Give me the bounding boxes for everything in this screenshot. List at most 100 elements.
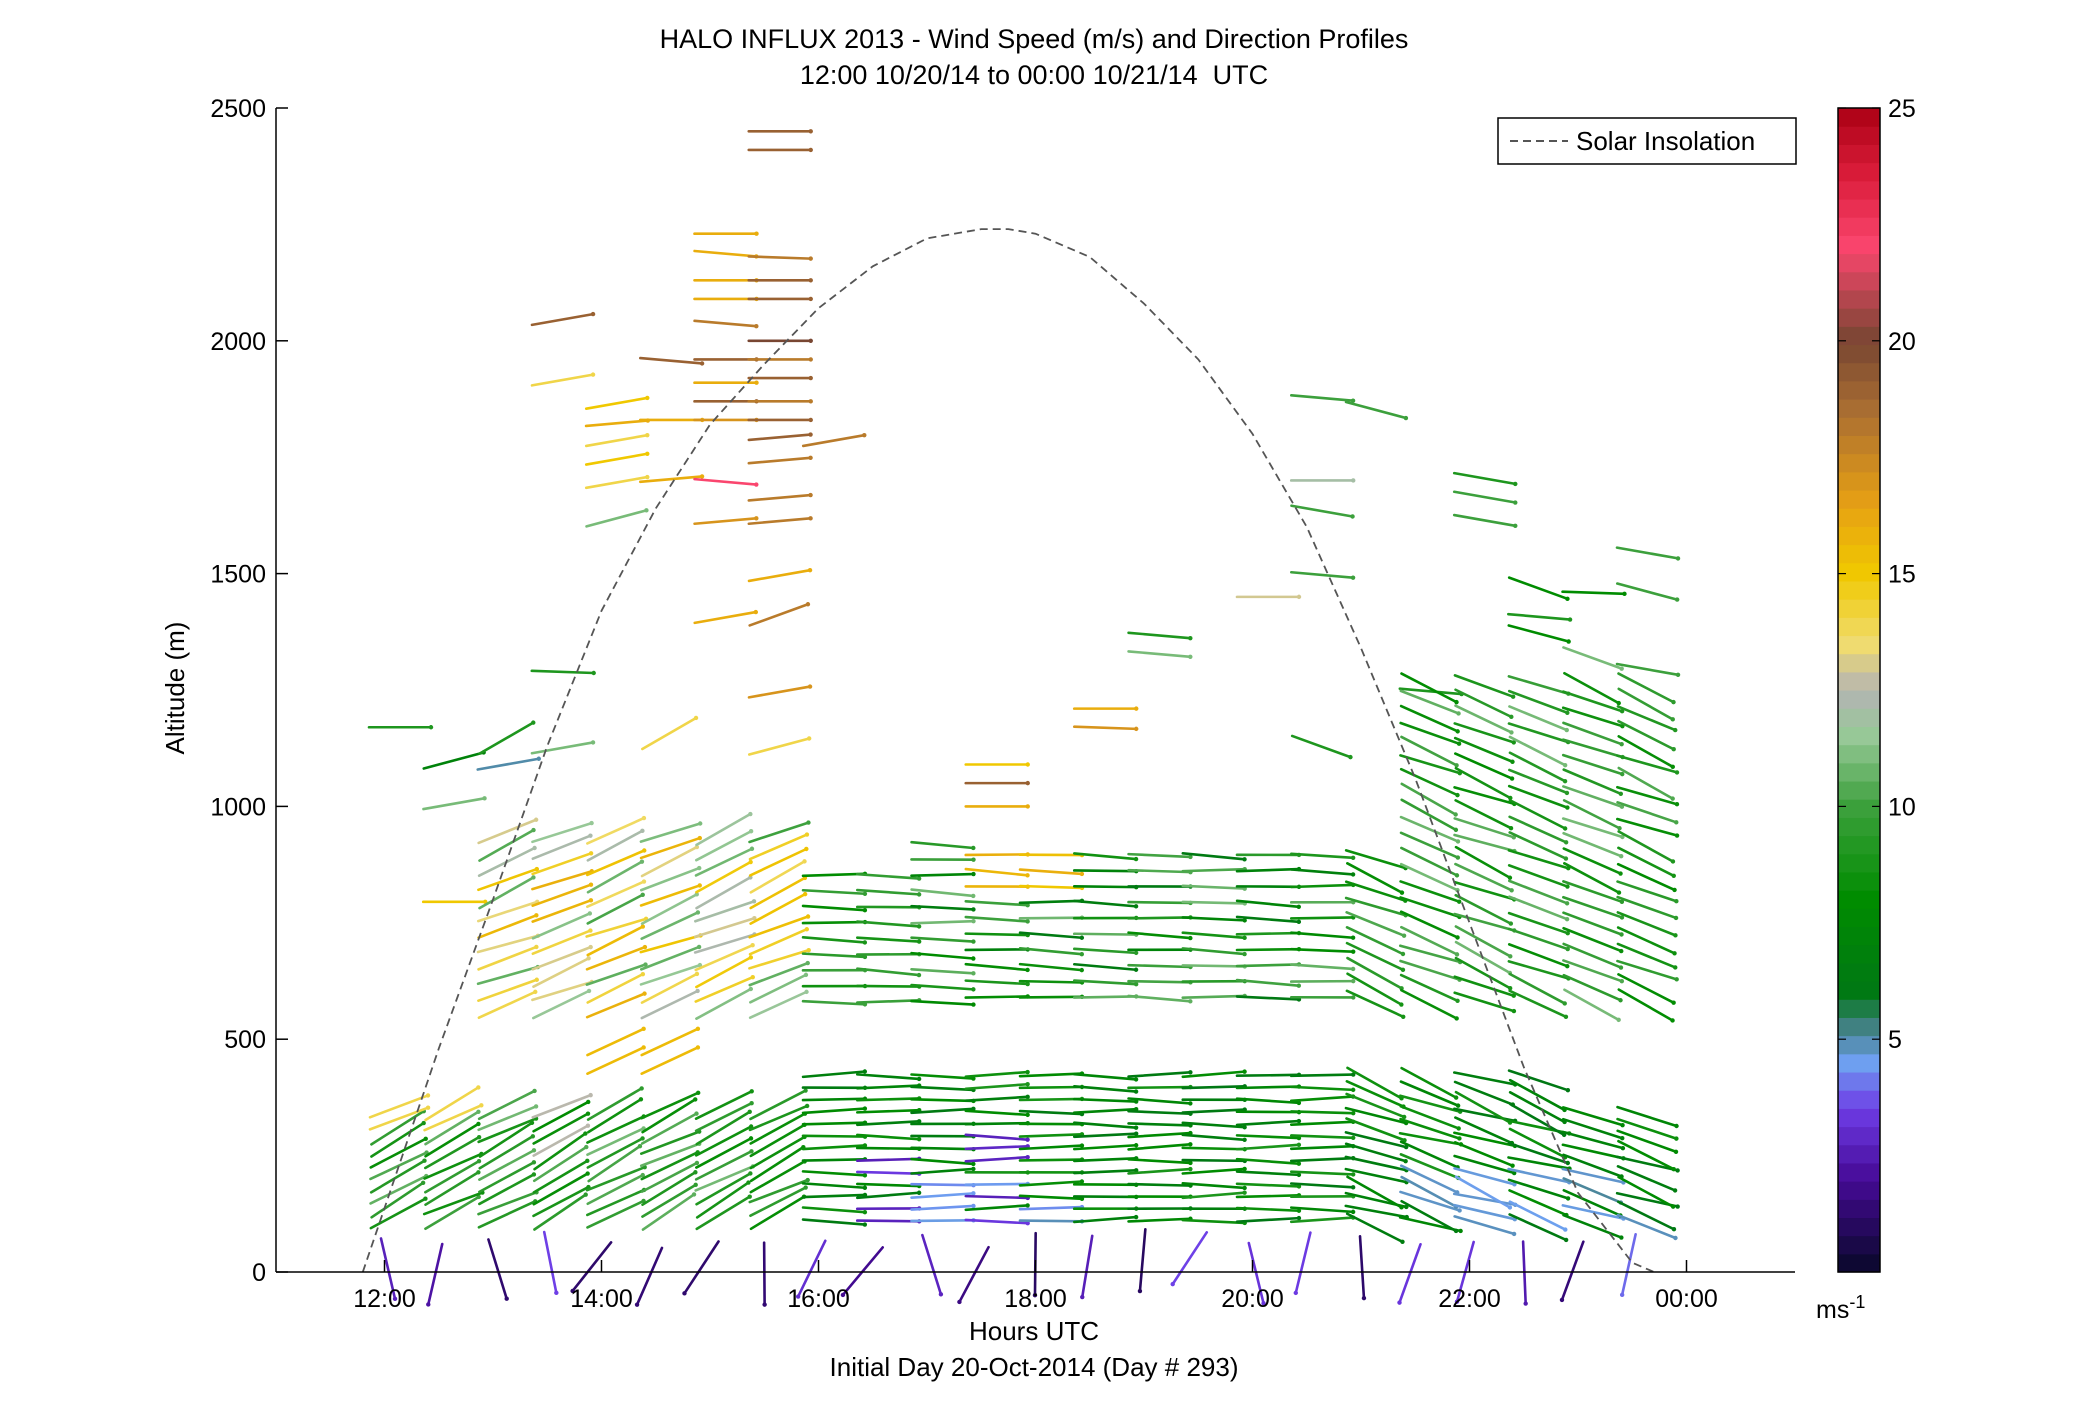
wind-vector [1508,798,1567,830]
wind-vector [1127,1097,1192,1105]
wind-vector [749,1089,807,1121]
wind-vector [1508,768,1569,795]
wind-vector [841,1246,884,1297]
wind-vector-head [862,1209,868,1215]
wind-vector [1616,1165,1677,1192]
wind-vector-head [1453,812,1458,817]
wind-vector [855,1157,921,1163]
wind-vector [1616,785,1679,806]
wind-vector-head [1507,1205,1513,1210]
wind-vector [585,992,646,1019]
wind-vector [1454,799,1513,830]
wind-vector-head [916,1119,922,1124]
wind-vector-head [642,944,648,950]
wind-vector-head [1563,856,1569,861]
wind-vector-head [1674,802,1680,807]
wind-vector-head [589,820,594,826]
wind-vector-head [1188,1160,1193,1166]
wind-vector [1289,852,1355,860]
wind-vector-head [1457,899,1462,904]
wind-vector [1289,947,1355,953]
wind-vector [477,914,538,940]
wind-vector [1235,1170,1301,1177]
wind-vector [477,945,538,971]
wind-vector [1072,725,1138,731]
y-tick-label: 1000 [210,793,266,821]
wind-vector [694,1125,753,1157]
wind-vector [1616,862,1676,892]
wind-vector [694,900,756,923]
wind-vector-head [1559,1297,1565,1303]
wind-vector-head [1673,1235,1678,1241]
wind-vector [749,1135,806,1170]
wind-vector [1562,1188,1622,1217]
wind-vector-head [862,907,868,913]
wind-vector [1181,994,1247,1000]
wind-vector [1289,1144,1355,1151]
wind-vector [910,1182,975,1187]
wind-vector-head [1513,481,1518,487]
wind-vector [1616,754,1679,774]
wind-vector [1400,1175,1458,1208]
wind-vector [1181,1191,1246,1200]
wind-vector-head [1620,1122,1625,1128]
colorbar-segment [1838,362,1880,382]
wind-vector-head [694,892,699,897]
wind-vector-head [530,1134,536,1139]
wind-vector-head [590,372,596,377]
wind-vector [533,1132,587,1171]
wind-vector [1289,1073,1355,1078]
wind-vector-head [1455,839,1461,844]
wind-vector-head [1403,1144,1409,1150]
wind-vector [1289,1182,1355,1189]
wind-vector [1562,926,1623,953]
wind-vector-head [1674,833,1680,838]
wind-vector [1235,1143,1301,1151]
wind-vector [1072,1169,1138,1175]
wind-vector [1454,704,1513,734]
wind-vector-head [805,960,810,966]
wind-vector [1398,1094,1462,1114]
wind-vector [640,972,699,1004]
wind-vector-head [1401,1014,1406,1019]
wind-vector [369,1174,428,1205]
wind-vector [424,1170,480,1206]
wind-vector [586,860,644,894]
wind-vector [747,255,813,260]
wind-vector [1345,911,1406,937]
wind-vector [1617,719,1676,751]
wind-vector [586,1137,644,1169]
wind-vector-head [1350,872,1356,877]
y-tick-label: 2000 [210,328,266,356]
wind-vector-head [1453,1228,1459,1234]
wind-vector [1344,1142,1407,1163]
wind-vector-head [1242,935,1247,941]
wind-vector-head [1400,967,1406,973]
colorbar-segment [1838,999,1880,1018]
wind-vector-head [1675,1204,1680,1209]
wind-vector [855,1073,921,1081]
wind-vector [1290,504,1354,518]
wind-vector [1289,916,1355,920]
wind-vector [695,1181,750,1219]
wind-vector [749,1160,806,1194]
wind-vector [749,1145,805,1183]
colorbar-segment [1838,471,1880,491]
wind-vector [1507,784,1569,809]
wind-vector-head [694,844,700,850]
wind-vector-head [1350,1209,1356,1215]
wind-vector [747,433,812,442]
wind-vector-head [1025,780,1030,786]
wind-vector-head [748,829,754,834]
wind-vector-head [533,817,539,822]
wind-vector-head [1565,1087,1571,1093]
wind-vector-head [1296,1184,1302,1189]
wind-vector-head [1133,856,1139,862]
wind-vector [1562,911,1623,936]
wind-vector [1018,1219,1084,1223]
wind-vector [586,1115,645,1144]
wind-vector-head [425,1105,431,1110]
wind-vector-head [1508,826,1514,831]
wind-vector-head [1242,1069,1247,1074]
wind-vector [1181,1070,1246,1079]
